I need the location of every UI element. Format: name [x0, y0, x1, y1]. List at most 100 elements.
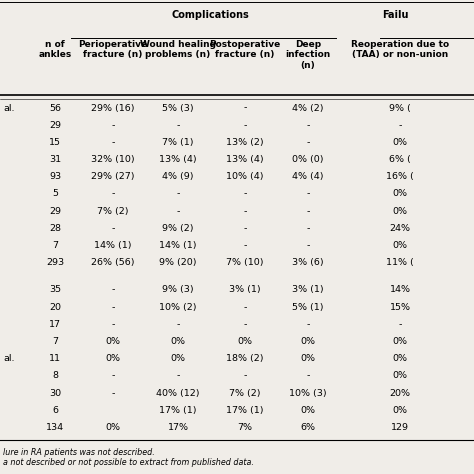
Text: -: - [243, 303, 246, 312]
Text: 293: 293 [46, 258, 64, 267]
Text: 93: 93 [49, 173, 61, 181]
Text: 7% (2): 7% (2) [229, 389, 261, 398]
Text: 0%: 0% [392, 190, 408, 199]
Text: 15%: 15% [390, 303, 410, 312]
Text: 13% (4): 13% (4) [226, 155, 264, 164]
Text: 6: 6 [52, 406, 58, 415]
Text: 16% (: 16% ( [386, 173, 414, 181]
Text: a not described or not possible to extract from published data.: a not described or not possible to extra… [3, 457, 254, 466]
Text: 0%: 0% [301, 337, 316, 346]
Text: -: - [398, 320, 401, 329]
Text: 4% (9): 4% (9) [162, 173, 194, 181]
Text: 31: 31 [49, 155, 61, 164]
Text: 134: 134 [46, 423, 64, 432]
Text: -: - [306, 121, 310, 130]
Text: 4% (4): 4% (4) [292, 173, 324, 181]
Text: Postoperative
fracture (n): Postoperative fracture (n) [210, 40, 281, 59]
Text: 13% (4): 13% (4) [159, 155, 197, 164]
Text: 28: 28 [49, 224, 61, 233]
Text: 14% (1): 14% (1) [94, 241, 132, 250]
Text: 9% (20): 9% (20) [159, 258, 197, 267]
Text: 0%: 0% [392, 406, 408, 415]
Text: 10% (3): 10% (3) [289, 389, 327, 398]
Text: Complications: Complications [172, 10, 249, 20]
Text: -: - [111, 389, 115, 398]
Text: Failu: Failu [382, 10, 409, 20]
Text: -: - [306, 320, 310, 329]
Text: 3% (6): 3% (6) [292, 258, 324, 267]
Text: -: - [111, 285, 115, 294]
Text: -: - [243, 190, 246, 199]
Text: 17% (1): 17% (1) [226, 406, 264, 415]
Text: -: - [306, 241, 310, 250]
Text: 17% (1): 17% (1) [159, 406, 197, 415]
Text: -: - [111, 190, 115, 199]
Text: 40% (12): 40% (12) [156, 389, 200, 398]
Text: -: - [111, 320, 115, 329]
Text: 29: 29 [49, 121, 61, 130]
Text: -: - [176, 121, 180, 130]
Text: Reoperation due to
(TAA) or non-union: Reoperation due to (TAA) or non-union [351, 40, 449, 59]
Text: 35: 35 [49, 285, 61, 294]
Text: -: - [306, 224, 310, 233]
Text: 18% (2): 18% (2) [226, 354, 264, 363]
Text: 11: 11 [49, 354, 61, 363]
Text: 7% (2): 7% (2) [97, 207, 129, 216]
Text: 0%: 0% [392, 372, 408, 381]
Text: al.: al. [3, 354, 15, 363]
Text: -: - [111, 121, 115, 130]
Text: 24%: 24% [390, 224, 410, 233]
Text: -: - [243, 103, 246, 112]
Text: 129: 129 [391, 423, 409, 432]
Text: 32% (10): 32% (10) [91, 155, 135, 164]
Text: -: - [306, 372, 310, 381]
Text: 0%: 0% [301, 406, 316, 415]
Text: -: - [176, 320, 180, 329]
Text: -: - [306, 207, 310, 216]
Text: 0%: 0% [171, 354, 185, 363]
Text: 14%: 14% [390, 285, 410, 294]
Text: 56: 56 [49, 103, 61, 112]
Text: 7%: 7% [237, 423, 253, 432]
Text: 29% (16): 29% (16) [91, 103, 135, 112]
Text: -: - [243, 372, 246, 381]
Text: n of
ankles: n of ankles [38, 40, 72, 59]
Text: 7: 7 [52, 241, 58, 250]
Text: 7% (1): 7% (1) [162, 138, 194, 147]
Text: Deep
infection
(n): Deep infection (n) [285, 40, 331, 70]
Text: 0% (0): 0% (0) [292, 155, 324, 164]
Text: -: - [243, 320, 246, 329]
Text: 29: 29 [49, 207, 61, 216]
Text: -: - [111, 138, 115, 147]
Text: 26% (56): 26% (56) [91, 258, 135, 267]
Text: 15: 15 [49, 138, 61, 147]
Text: 0%: 0% [392, 354, 408, 363]
Text: -: - [306, 138, 310, 147]
Text: -: - [176, 207, 180, 216]
Text: 10% (4): 10% (4) [226, 173, 264, 181]
Text: 0%: 0% [392, 138, 408, 147]
Text: -: - [243, 207, 246, 216]
Text: 7% (10): 7% (10) [226, 258, 264, 267]
Text: 6% (: 6% ( [389, 155, 411, 164]
Text: 0%: 0% [106, 354, 120, 363]
Text: 0%: 0% [392, 337, 408, 346]
Text: -: - [243, 241, 246, 250]
Text: 10% (2): 10% (2) [159, 303, 197, 312]
Text: -: - [243, 224, 246, 233]
Text: -: - [111, 224, 115, 233]
Text: 29% (27): 29% (27) [91, 173, 135, 181]
Text: Wound healing
problems (n): Wound healing problems (n) [140, 40, 216, 59]
Text: 0%: 0% [392, 241, 408, 250]
Text: -: - [176, 190, 180, 199]
Text: 9% (2): 9% (2) [162, 224, 194, 233]
Text: 0%: 0% [106, 423, 120, 432]
Text: 9% (: 9% ( [389, 103, 411, 112]
Text: -: - [306, 190, 310, 199]
Text: 3% (1): 3% (1) [292, 285, 324, 294]
Text: -: - [111, 303, 115, 312]
Text: 14% (1): 14% (1) [159, 241, 197, 250]
Text: Perioperative
fracture (n): Perioperative fracture (n) [78, 40, 147, 59]
Text: 3% (1): 3% (1) [229, 285, 261, 294]
Text: 0%: 0% [392, 207, 408, 216]
